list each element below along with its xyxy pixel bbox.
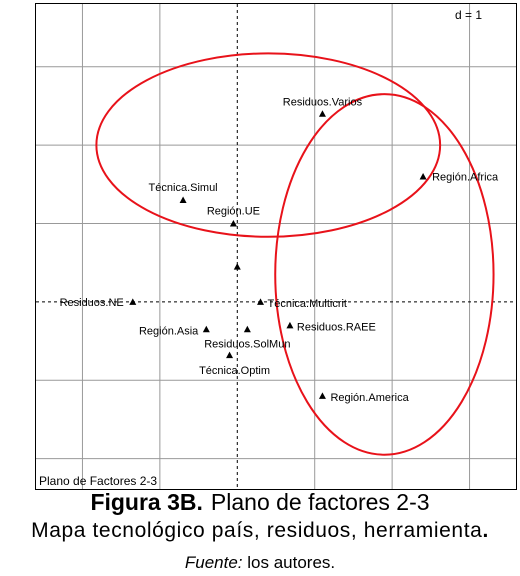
point-label: Región.UE [207, 205, 260, 217]
data-point-marker [202, 325, 210, 333]
data-point-marker [318, 392, 326, 399]
source-text: los autores. [247, 553, 336, 572]
figure-title: Figura 3B. Plano de factores 2-3 [0, 488, 520, 516]
point-label: Residuos.SolMun [204, 338, 290, 350]
figure-subtitle-period: . [482, 519, 489, 542]
source-label: Fuente: [184, 553, 243, 572]
point-label: Región.Asia [139, 325, 199, 337]
figure-subtitle: Mapa tecnológico país, residuos, herrami… [0, 517, 520, 545]
data-point-marker [179, 196, 187, 203]
cluster-ellipse [95, 52, 442, 238]
point-label: Técnica.Multicrit [268, 298, 347, 310]
point-label: Técnica.Simul [149, 182, 218, 194]
data-point-marker [243, 325, 251, 333]
data-point-marker [233, 263, 241, 270]
point-label: Residuos.Varios [283, 97, 363, 109]
data-point-marker [257, 298, 265, 305]
point-label: Residuos.RAEE [297, 321, 376, 333]
data-point-marker [226, 351, 234, 359]
data-point-marker [229, 219, 237, 227]
grid-lines [36, 4, 516, 490]
data-point-marker [318, 110, 326, 117]
data-points: Residuos.Varios Región.Africa Técnica.Simu… [60, 97, 499, 404]
cluster-ellipses [95, 52, 495, 456]
figure-label: Figura 3B. [90, 489, 203, 515]
point-label: Residuos.NE [60, 297, 124, 309]
point-label: Región.Africa [432, 171, 499, 183]
plane-label: Plano de Factores 2-3 [39, 474, 157, 488]
cluster-ellipse [274, 93, 495, 456]
d-scale-label: d = 1 [455, 8, 482, 22]
figure-subtitle-text: Mapa tecnológico país, residuos, herrami… [31, 519, 483, 542]
figure-title-text: Plano de factores 2-3 [210, 489, 430, 515]
figure-source: Fuente: los autores. [0, 552, 520, 574]
data-point-marker [419, 172, 427, 180]
plot-frame [35, 3, 517, 490]
data-point-marker [129, 298, 137, 305]
point-label: Técnica.Optim [199, 365, 270, 377]
point-label: Región.America [330, 392, 409, 404]
factor-plane-chart: Residuos.Varios Región.Africa Técnica.Simu… [35, 3, 517, 490]
data-point-marker [286, 321, 294, 329]
